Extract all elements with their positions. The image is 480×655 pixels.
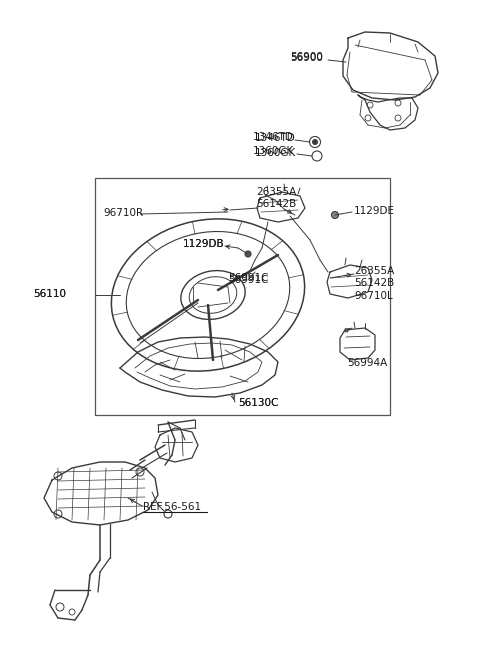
Text: 56900: 56900 (290, 53, 323, 63)
Text: 1346TD: 1346TD (253, 132, 294, 142)
Text: 56994A: 56994A (347, 358, 387, 368)
Text: 56991C: 56991C (228, 275, 268, 285)
Text: 56110: 56110 (33, 289, 66, 299)
Text: 1129DE: 1129DE (354, 206, 395, 216)
Text: 56991C: 56991C (228, 273, 268, 283)
Text: REF.56-561: REF.56-561 (143, 502, 201, 512)
Text: 56142B: 56142B (354, 278, 394, 288)
Text: 26355A: 26355A (256, 187, 296, 197)
Circle shape (312, 140, 317, 145)
Text: 56130C: 56130C (238, 398, 278, 408)
Text: 1360GK: 1360GK (255, 148, 296, 158)
Bar (95, 178, 390, 415)
Text: 26355A: 26355A (354, 266, 394, 276)
Text: 56900: 56900 (290, 52, 323, 62)
Text: 56110: 56110 (33, 289, 66, 299)
Text: 56142B: 56142B (256, 199, 296, 209)
Text: 1129DB: 1129DB (183, 239, 225, 249)
Circle shape (332, 212, 338, 219)
Text: 96710L: 96710L (354, 291, 393, 301)
Text: 1129DB: 1129DB (183, 239, 225, 249)
Text: 1346TD: 1346TD (255, 133, 296, 143)
Circle shape (245, 251, 251, 257)
Text: 96710R: 96710R (103, 208, 143, 218)
Text: 1360GK: 1360GK (253, 146, 294, 156)
Text: 56130C: 56130C (238, 398, 278, 408)
